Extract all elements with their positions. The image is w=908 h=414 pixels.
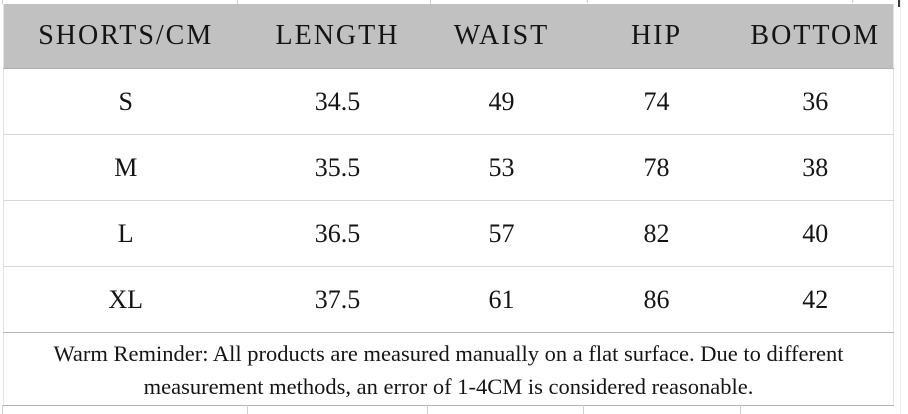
warm-reminder-line-1: Warm Reminder: All products are measured… bbox=[53, 341, 844, 366]
crop-tick bbox=[247, 405, 248, 414]
cell-bottom: 42 bbox=[737, 266, 894, 333]
size-row-s: S 34.5 49 74 36 bbox=[4, 69, 894, 135]
crop-tick bbox=[898, 0, 900, 7]
col-header-shorts-cm: SHORTS/CM bbox=[3, 4, 248, 69]
cell-waist: 61 bbox=[427, 266, 576, 333]
col-header-bottom: BOTTOM bbox=[737, 4, 894, 69]
cell-bottom: 36 bbox=[802, 86, 829, 116]
col-header-waist: WAIST bbox=[427, 4, 576, 69]
size-row-m: M 35.5 53 78 38 bbox=[3, 134, 894, 201]
cell-hip: 74 bbox=[643, 86, 670, 116]
size-label: XL bbox=[3, 266, 248, 333]
cell-bottom: 40 bbox=[737, 200, 894, 267]
crop-tick bbox=[740, 405, 741, 414]
size-chart-table: SHORTS/CM LENGTH WAIST HIP BOTTOM S 34.5… bbox=[3, 4, 894, 406]
warm-reminder-line-2: measurement methods, an error of 1-4CM i… bbox=[143, 374, 754, 399]
crop-tick bbox=[852, 0, 853, 3]
header-row: SHORTS/CM LENGTH WAIST HIP BOTTOM bbox=[3, 4, 894, 69]
cell-length: 36.5 bbox=[247, 200, 428, 267]
size-label: L bbox=[3, 200, 248, 267]
cell-bottom: 38 bbox=[737, 134, 894, 201]
cell-waist: 53 bbox=[427, 134, 576, 201]
cell-hip: 82 bbox=[575, 200, 738, 267]
crop-tick bbox=[237, 0, 238, 4]
cell-length: 37.5 bbox=[247, 266, 428, 333]
cell-waist: 49 bbox=[488, 86, 515, 116]
size-label: S bbox=[118, 86, 133, 116]
crop-tick bbox=[2, 0, 3, 4]
cell-hip: 78 bbox=[575, 134, 738, 201]
crop-tick bbox=[427, 405, 428, 414]
cell-hip: 86 bbox=[575, 266, 738, 333]
crop-tick bbox=[2, 405, 3, 414]
cell-waist: 57 bbox=[427, 200, 576, 267]
size-label: M bbox=[3, 134, 248, 201]
crop-tick bbox=[430, 0, 431, 4]
col-header-length: LENGTH bbox=[247, 4, 428, 69]
size-row-l: L 36.5 57 82 40 bbox=[3, 200, 894, 267]
size-row-xl: XL 37.5 61 86 42 bbox=[3, 266, 894, 333]
crop-edge-line bbox=[900, 0, 901, 414]
warm-reminder-note: Warm Reminder: All products are measured… bbox=[3, 332, 894, 406]
crop-tick bbox=[587, 0, 588, 3]
cell-length: 34.5 bbox=[314, 86, 361, 116]
crop-tick bbox=[583, 405, 584, 414]
cell-length: 35.5 bbox=[247, 134, 428, 201]
col-header-hip: HIP bbox=[575, 4, 738, 69]
warm-reminder-row: Warm Reminder: All products are measured… bbox=[3, 332, 894, 406]
